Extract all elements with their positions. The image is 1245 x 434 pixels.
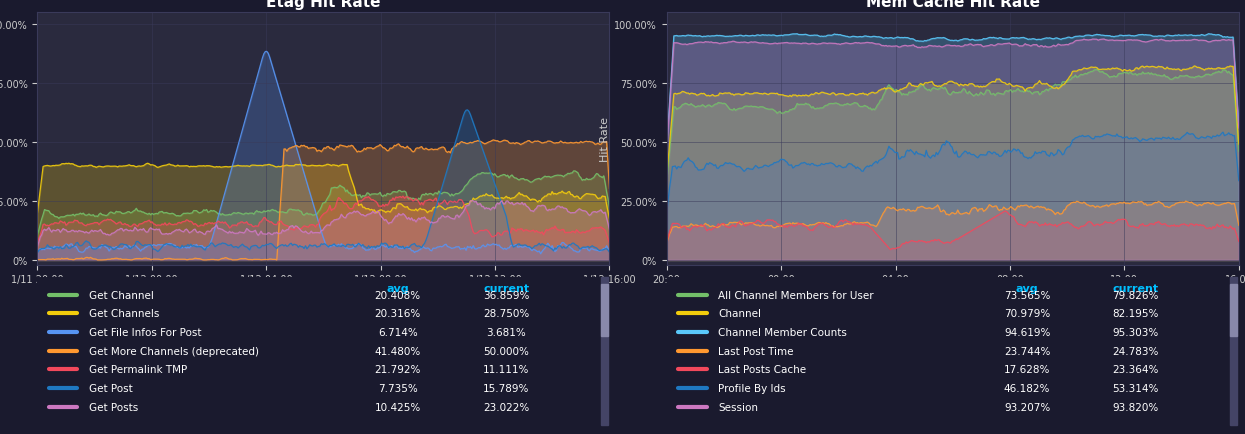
Title: Mem Cache Hit Rate: Mem Cache Hit Rate [865,0,1040,10]
Text: 70.979%: 70.979% [1003,309,1051,319]
Text: 7.735%: 7.735% [378,383,417,393]
Text: 23.744%: 23.744% [1003,346,1051,356]
Text: 79.826%: 79.826% [1113,290,1159,300]
Text: Channel: Channel [718,309,761,319]
FancyBboxPatch shape [601,284,608,336]
Text: Get Posts: Get Posts [88,402,138,412]
Text: current: current [1113,283,1159,293]
Text: 95.303%: 95.303% [1113,327,1159,337]
Text: 73.565%: 73.565% [1003,290,1051,300]
Text: 20.408%: 20.408% [375,290,421,300]
Text: 82.195%: 82.195% [1113,309,1159,319]
Text: 93.207%: 93.207% [1003,402,1051,412]
FancyBboxPatch shape [1230,277,1238,425]
Text: 28.750%: 28.750% [483,309,529,319]
Text: 23.364%: 23.364% [1113,365,1159,375]
FancyBboxPatch shape [1230,284,1238,336]
Text: Last Posts Cache: Last Posts Cache [718,365,807,375]
Text: 3.681%: 3.681% [487,327,527,337]
Text: avg: avg [386,283,410,293]
Text: All Channel Members for User: All Channel Members for User [718,290,874,300]
Text: Profile By Ids: Profile By Ids [718,383,786,393]
Text: 6.714%: 6.714% [378,327,417,337]
Text: 94.619%: 94.619% [1003,327,1051,337]
Text: 11.111%: 11.111% [483,365,529,375]
Text: 20.316%: 20.316% [375,309,421,319]
Text: 17.628%: 17.628% [1003,365,1051,375]
Text: 36.859%: 36.859% [483,290,529,300]
Text: Last Post Time: Last Post Time [718,346,793,356]
FancyBboxPatch shape [601,277,608,425]
Text: 24.783%: 24.783% [1113,346,1159,356]
Text: Channel Member Counts: Channel Member Counts [718,327,847,337]
Text: 23.022%: 23.022% [483,402,529,412]
Text: 93.820%: 93.820% [1113,402,1159,412]
Text: Session: Session [718,402,758,412]
Text: 10.425%: 10.425% [375,402,421,412]
Text: 41.480%: 41.480% [375,346,421,356]
Text: 50.000%: 50.000% [483,346,529,356]
Text: Get Channel: Get Channel [88,290,153,300]
Y-axis label: Hit Rate: Hit Rate [600,117,610,161]
Text: 21.792%: 21.792% [375,365,421,375]
Text: avg: avg [1016,283,1038,293]
Text: Get Permalink TMP: Get Permalink TMP [88,365,187,375]
Title: Etag Hit Rate: Etag Hit Rate [266,0,381,10]
Text: 46.182%: 46.182% [1003,383,1051,393]
Text: Get Channels: Get Channels [88,309,159,319]
Text: current: current [483,283,529,293]
Text: 53.314%: 53.314% [1113,383,1159,393]
Text: Get More Channels (deprecated): Get More Channels (deprecated) [88,346,259,356]
Text: 15.789%: 15.789% [483,383,529,393]
Text: Get Post: Get Post [88,383,132,393]
Text: Get File Infos For Post: Get File Infos For Post [88,327,202,337]
